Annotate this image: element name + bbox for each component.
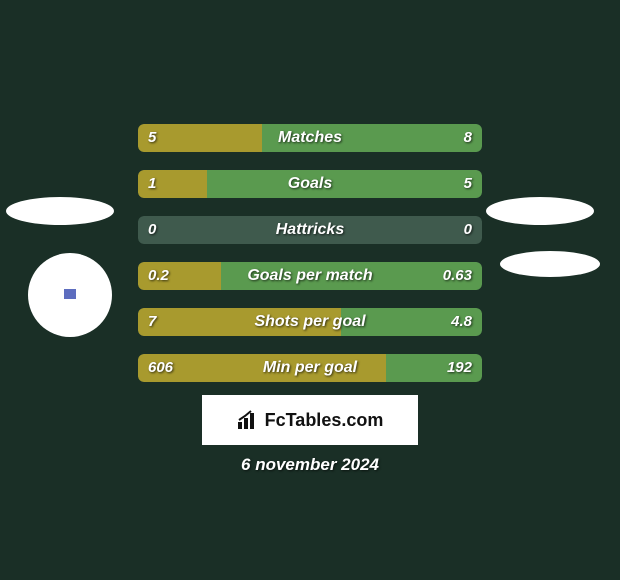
deco-ellipse	[486, 197, 594, 225]
bar-right-fill	[221, 262, 482, 290]
bar-left-fill	[138, 354, 386, 382]
deco-square	[62, 287, 78, 301]
deco-ellipse	[500, 251, 600, 277]
bar-row: 00Hattricks	[138, 216, 482, 244]
bar-left-fill	[138, 308, 341, 336]
bar-row: 606192Min per goal	[138, 354, 482, 382]
bar-right-fill	[386, 354, 482, 382]
bar-row: 58Matches	[138, 124, 482, 152]
bar-right-fill	[341, 308, 482, 336]
logo-text: FcTables.com	[265, 410, 384, 431]
comparison-bars: 58Matches 15Goals 00Hattricks 0.20.63Goals …	[138, 124, 482, 400]
date-label: 6 november 2024	[0, 455, 620, 475]
logo-box: FcTables.com	[202, 395, 418, 445]
bar-background	[138, 216, 482, 244]
bar-row: 0.20.63Goals per match	[138, 262, 482, 290]
bar-row: 15Goals	[138, 170, 482, 198]
bar-left-fill	[138, 262, 221, 290]
chart-icon	[237, 410, 259, 430]
bar-right-fill	[262, 124, 482, 152]
bar-left-fill	[138, 170, 207, 198]
bar-row: 74.8Shots per goal	[138, 308, 482, 336]
bar-left-fill	[138, 124, 262, 152]
bar-right-fill	[207, 170, 482, 198]
deco-ellipse	[6, 197, 114, 225]
